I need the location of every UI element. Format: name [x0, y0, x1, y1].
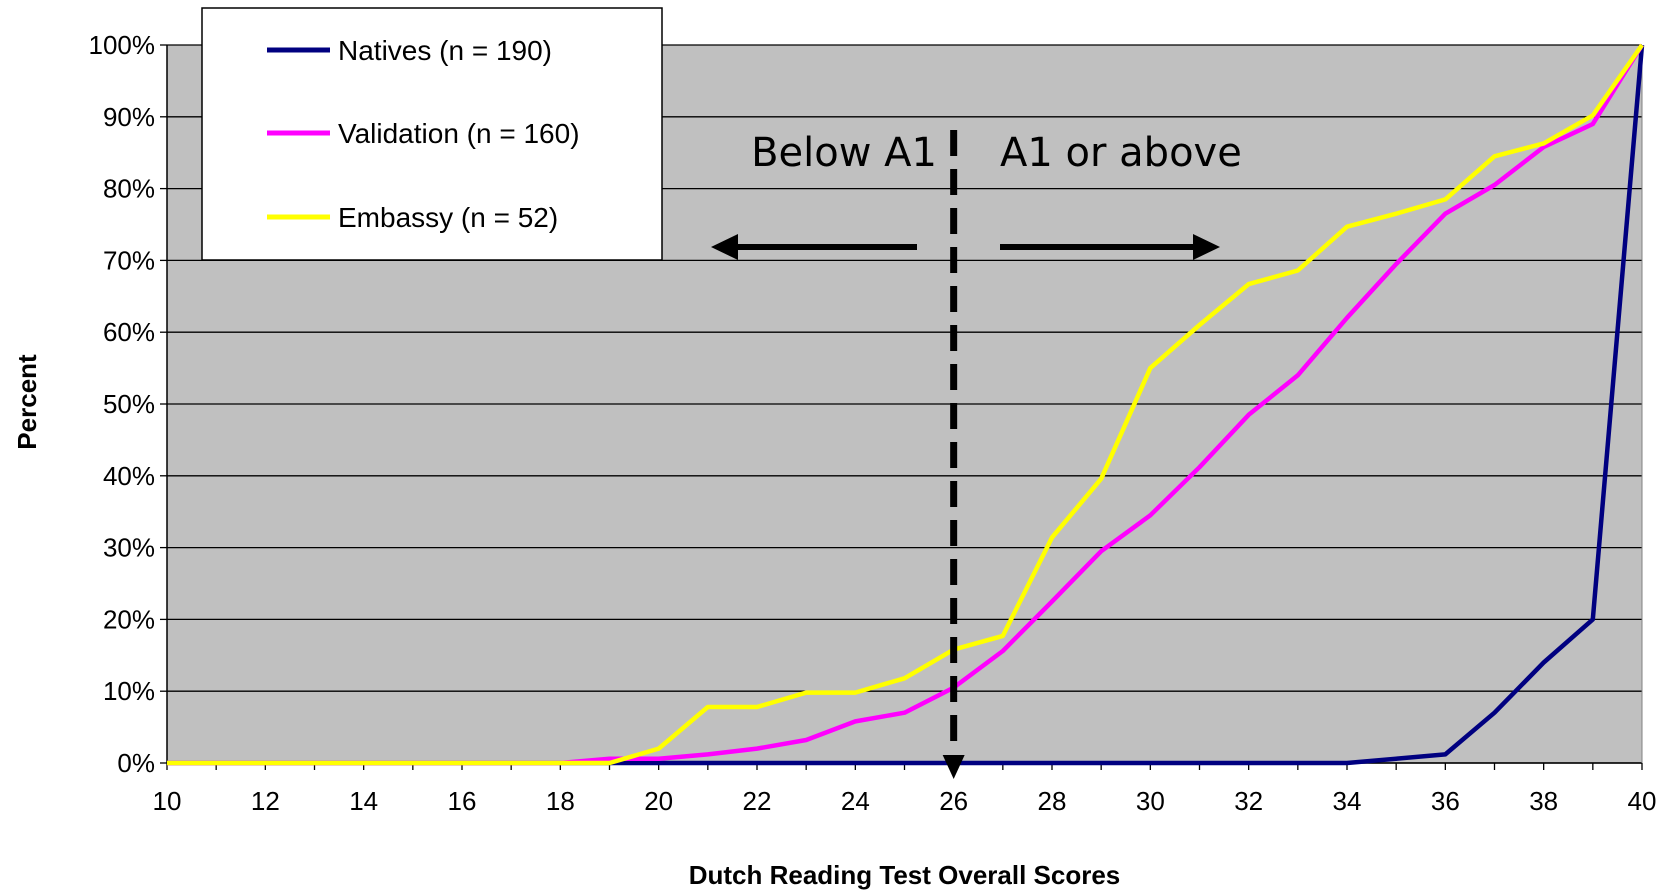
right-arrow-head — [1193, 234, 1220, 260]
x-axis-title: Dutch Reading Test Overall Scores — [689, 860, 1121, 890]
left-arrow-head — [711, 234, 738, 260]
y-tick-label: 20% — [103, 604, 155, 634]
x-tick-label: 38 — [1529, 786, 1558, 816]
x-tick-label: 10 — [153, 786, 182, 816]
x-tick-label: 28 — [1038, 786, 1067, 816]
y-tick-label: 30% — [103, 533, 155, 563]
y-tick-label: 60% — [103, 317, 155, 347]
x-tick-label: 36 — [1431, 786, 1460, 816]
x-tick-label: 24 — [841, 786, 870, 816]
series-lines — [167, 43, 1645, 766]
divider-arrowhead — [942, 755, 965, 779]
x-tick-label: 30 — [1136, 786, 1165, 816]
x-tick-label: 12 — [251, 786, 280, 816]
x-tick-label: 34 — [1333, 786, 1362, 816]
below-a1-label: Below A1 — [751, 130, 937, 176]
legend-label-1: Natives (n = 190) — [338, 35, 552, 66]
series-line-3 — [167, 43, 1644, 766]
x-tick-label: 16 — [448, 786, 477, 816]
level-annotation: Below A1 A1 or above — [711, 130, 1242, 779]
legend-label-2: Validation (n = 160) — [338, 118, 580, 149]
y-axis-title: Percent — [12, 354, 42, 450]
tick-labels: 0% 10% 20% 30% 40% 50% 60% 70% 80% 90% 100% 10 12 14 1… — [89, 30, 1657, 816]
x-tick-label: 32 — [1234, 786, 1263, 816]
x-tick-label: 22 — [743, 786, 772, 816]
legend-label-3: Embassy (n = 52) — [338, 202, 558, 233]
y-tick-label: 10% — [103, 676, 155, 706]
x-tick-label: 26 — [939, 786, 968, 816]
x-tick-label: 40 — [1628, 786, 1657, 816]
x-tick-label: 20 — [644, 786, 673, 816]
y-tick-label: 100% — [89, 30, 156, 60]
y-tick-label: 0% — [117, 748, 155, 778]
x-tick-label: 14 — [349, 786, 378, 816]
y-tick-label: 50% — [103, 389, 155, 419]
y-tick-label: 70% — [103, 245, 155, 275]
y-tick-label: 90% — [103, 102, 155, 132]
y-tick-label: 40% — [103, 461, 155, 491]
legend: Natives (n = 190) Validation (n = 160) Emb… — [201, 7, 663, 261]
y-tick-label: 80% — [103, 174, 155, 204]
a1-or-above-label: A1 or above — [1000, 130, 1242, 176]
x-tick-label: 18 — [546, 786, 575, 816]
